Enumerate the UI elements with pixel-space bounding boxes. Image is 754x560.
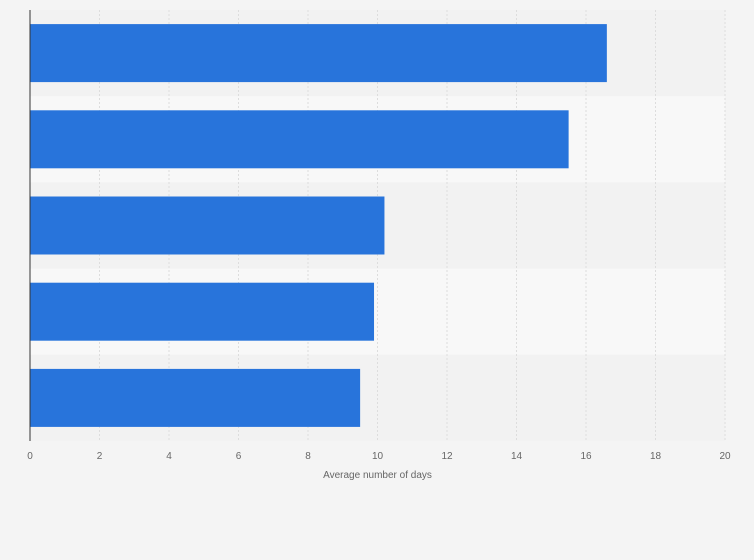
x-tick-label: 6 xyxy=(236,451,242,462)
x-tick-label: 14 xyxy=(511,451,523,462)
x-tick-label: 10 xyxy=(372,451,384,462)
x-tick-label: 0 xyxy=(27,451,33,462)
bar[interactable] xyxy=(30,24,607,83)
bar[interactable] xyxy=(30,196,385,255)
x-tick-label: 18 xyxy=(650,451,662,462)
x-tick-label: 16 xyxy=(580,451,592,462)
x-tick-label: 8 xyxy=(305,451,311,462)
x-tick-label: 4 xyxy=(166,451,172,462)
x-axis-tick-labels: 0 2 4 6 8 10 12 14 16 18 20 xyxy=(27,451,731,462)
x-tick-label: 12 xyxy=(441,451,453,462)
x-tick-label: 20 xyxy=(719,451,731,462)
bar[interactable] xyxy=(30,368,361,427)
bar[interactable] xyxy=(30,282,375,341)
x-axis-title: Average number of days xyxy=(323,470,432,481)
bar[interactable] xyxy=(30,110,569,169)
x-tick-label: 2 xyxy=(97,451,103,462)
bars xyxy=(30,24,607,427)
